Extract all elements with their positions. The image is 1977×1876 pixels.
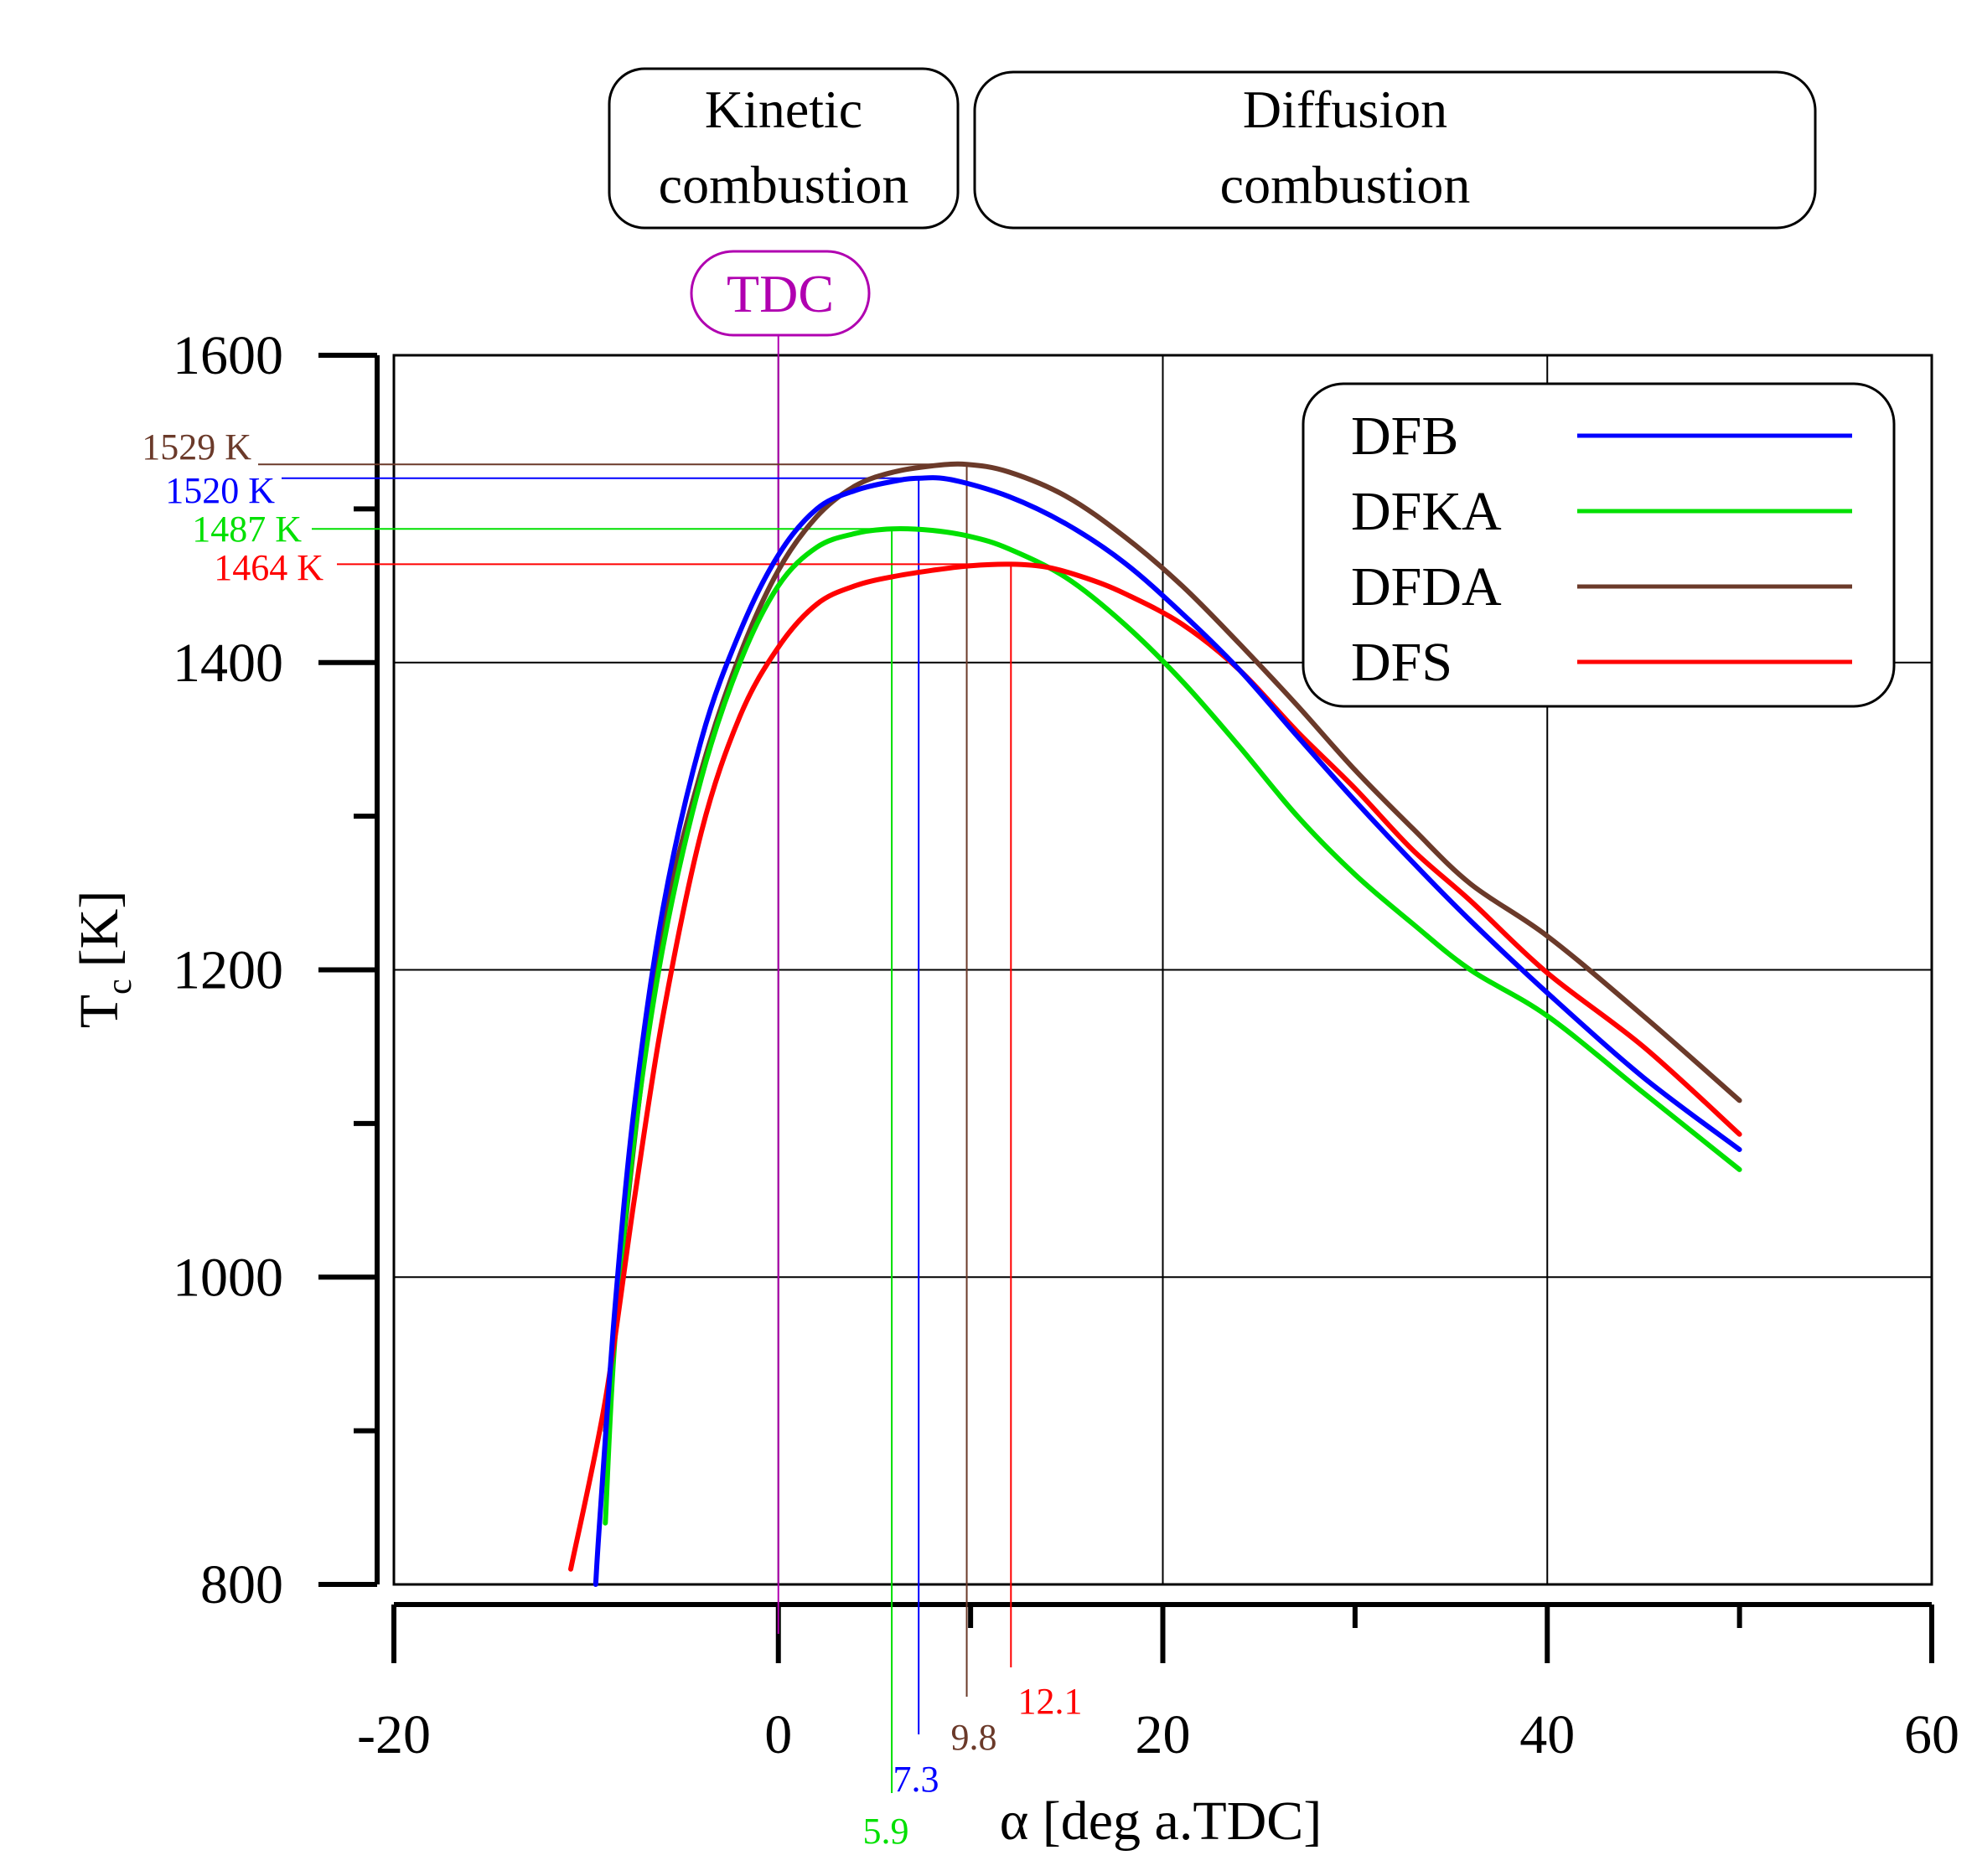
peak-angle-label: 9.8 xyxy=(951,1717,997,1758)
peak-temperature-label: 1487 K xyxy=(192,509,302,550)
x-axis-title: α [deg a.TDC] xyxy=(1000,1791,1322,1852)
x-tick-label: 20 xyxy=(1136,1704,1191,1765)
phase-labels: Kinetic combustion Diffusion combustion xyxy=(608,67,1817,230)
y-tick-label: 1600 xyxy=(173,325,283,386)
peak-angle-label: 7.3 xyxy=(893,1759,939,1800)
peak-temperature-label: 1520 K xyxy=(165,470,275,511)
kinetic-label-line2: combustion xyxy=(659,155,909,214)
diffusion-label-line2: combustion xyxy=(1220,155,1471,214)
legend-items: DFB DFKA DFDA DFS xyxy=(1351,406,1852,693)
y-axis-title: Tc [K] xyxy=(69,891,139,1029)
y-axis-title-main: T xyxy=(69,995,130,1028)
legend-label: DFDA xyxy=(1351,556,1502,618)
tdc-label-box xyxy=(690,250,871,337)
svg-text:Tc[K]: Tc [K] xyxy=(69,891,139,1029)
peak-angle-label: 12.1 xyxy=(1018,1681,1083,1722)
x-tick-label: -20 xyxy=(357,1704,431,1765)
kinetic-label-line1: Kinetic xyxy=(705,80,862,139)
x-tick-label: 40 xyxy=(1519,1704,1575,1765)
x-tick-label: 60 xyxy=(1904,1704,1959,1765)
series-line-dfb xyxy=(593,475,1742,1587)
series-line-dfda xyxy=(603,461,1742,1434)
peak-temperature-label: 1529 K xyxy=(142,426,251,468)
annotations: 1529 K 9.8 1520 K 7.3 1487 K 5.9 1464 K 12.1 xyxy=(142,335,1083,1852)
legend: DFB DFKA DFDA DFS xyxy=(1302,382,1896,708)
kinetic-combustion-box xyxy=(608,67,960,230)
series xyxy=(568,461,1742,1587)
y-tick-label: 1400 xyxy=(173,633,283,694)
legend-box xyxy=(1302,382,1896,708)
legend-label: DFKA xyxy=(1351,481,1502,542)
peak-temperature-label: 1464 K xyxy=(214,547,323,588)
y-tick-label: 1000 xyxy=(173,1247,283,1308)
axes: 800 1000 1200 1400 1600 -20 0 20 40 60 xyxy=(173,325,1959,1765)
peak-angle-label: 5.9 xyxy=(863,1811,909,1852)
legend-label: DFS xyxy=(1351,632,1452,693)
tdc-marker: TDC xyxy=(690,250,871,337)
legend-label: DFB xyxy=(1351,406,1458,467)
x-tick-label: 0 xyxy=(764,1704,792,1765)
y-tick-label: 800 xyxy=(200,1554,283,1615)
series-line-dfka xyxy=(603,526,1742,1526)
series-line-dfs xyxy=(568,561,1742,1572)
y-axis-title-sub: c xyxy=(101,979,139,995)
tdc-label: TDC xyxy=(727,264,834,323)
y-tick-label: 1200 xyxy=(173,940,283,1001)
y-axis-title-unit: [K] xyxy=(69,891,130,968)
diffusion-combustion-box xyxy=(973,70,1817,230)
diffusion-label-line1: Diffusion xyxy=(1243,80,1447,139)
